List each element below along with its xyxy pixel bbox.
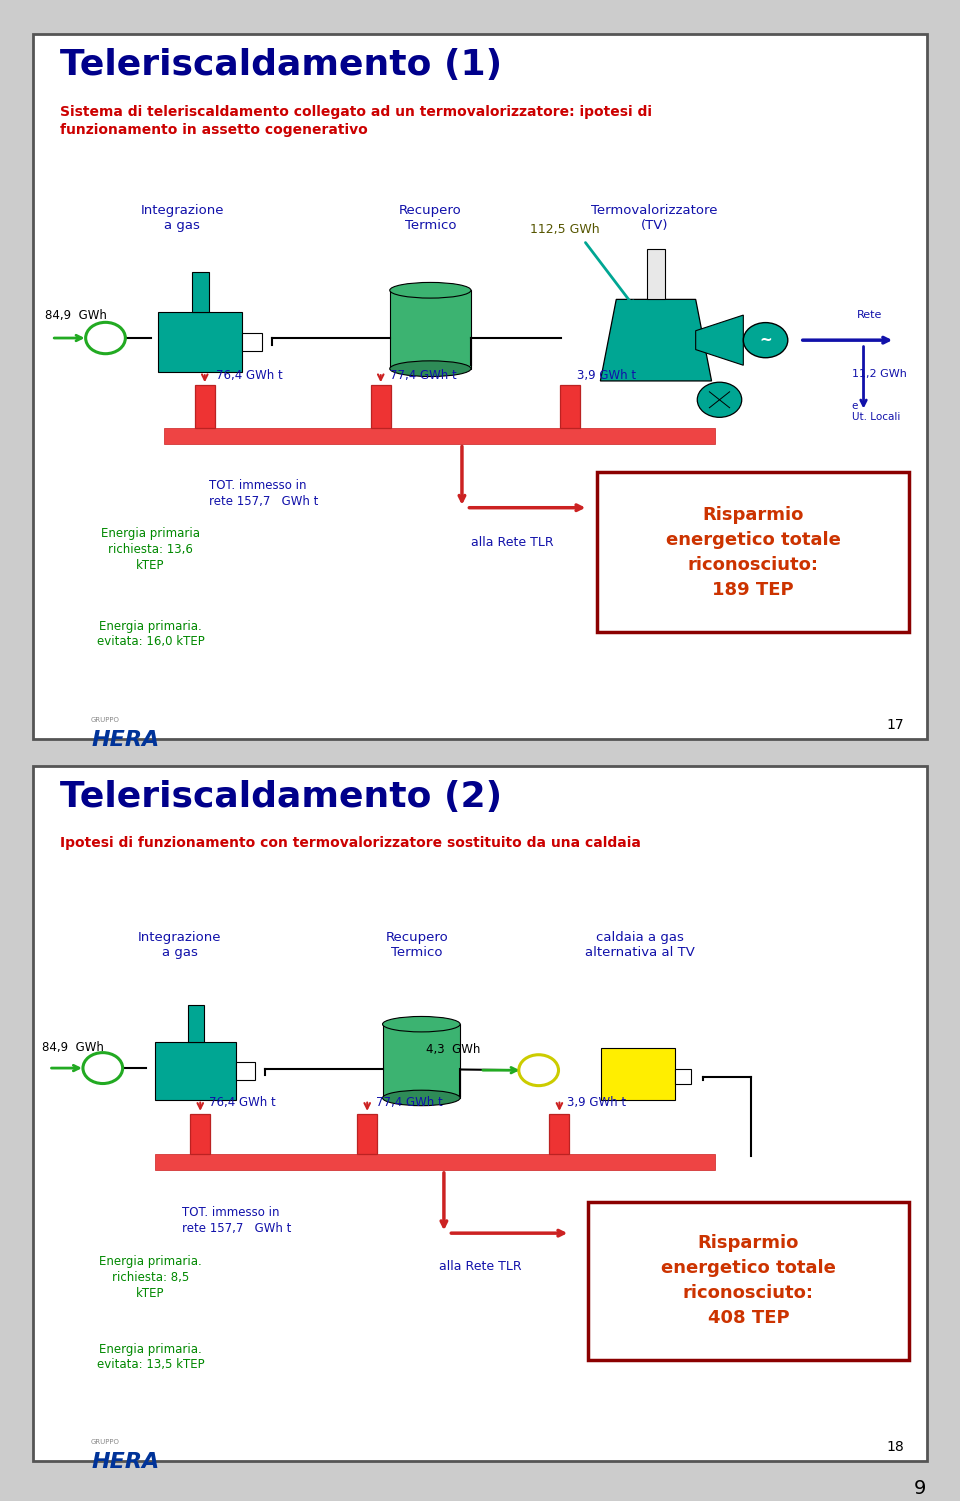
Text: caldaia a gas
alternativa al TV: caldaia a gas alternativa al TV bbox=[585, 931, 695, 959]
Text: GRUPPO: GRUPPO bbox=[91, 717, 120, 723]
FancyBboxPatch shape bbox=[58, 722, 86, 728]
FancyBboxPatch shape bbox=[34, 766, 926, 1462]
Ellipse shape bbox=[390, 360, 471, 377]
FancyBboxPatch shape bbox=[92, 907, 268, 983]
Text: TOT. immesso in
rete 157,7   GWh t: TOT. immesso in rete 157,7 GWh t bbox=[182, 1205, 292, 1235]
Circle shape bbox=[697, 383, 742, 417]
FancyBboxPatch shape bbox=[92, 176, 273, 258]
Text: 77,4 GWh t: 77,4 GWh t bbox=[376, 1096, 443, 1109]
Text: Energia primaria
richiesta: 13,6
kTEP: Energia primaria richiesta: 13,6 kTEP bbox=[101, 527, 200, 572]
Text: 84,9  GWh: 84,9 GWh bbox=[42, 1042, 105, 1054]
Text: 18: 18 bbox=[886, 1441, 904, 1454]
Text: Energia primaria.
richiesta: 8,5
kTEP: Energia primaria. richiesta: 8,5 kTEP bbox=[99, 1255, 202, 1300]
Text: 3,9 GWh t: 3,9 GWh t bbox=[566, 1096, 626, 1109]
FancyBboxPatch shape bbox=[58, 1439, 86, 1444]
Text: alla Rete TLR: alla Rete TLR bbox=[471, 536, 554, 549]
FancyBboxPatch shape bbox=[345, 176, 516, 258]
Polygon shape bbox=[696, 315, 743, 365]
FancyBboxPatch shape bbox=[357, 1114, 377, 1154]
Text: Risparmio
energetico totale
riconosciuto:
189 TEP: Risparmio energetico totale riconosciuto… bbox=[665, 506, 840, 599]
FancyBboxPatch shape bbox=[561, 386, 580, 428]
Text: 3,9 GWh t: 3,9 GWh t bbox=[578, 369, 636, 381]
Text: Rete: Rete bbox=[857, 311, 882, 320]
Circle shape bbox=[83, 1052, 123, 1084]
Text: Termovalorizzatore
(TV): Termovalorizzatore (TV) bbox=[591, 204, 717, 231]
FancyBboxPatch shape bbox=[56, 1324, 246, 1391]
FancyBboxPatch shape bbox=[158, 312, 243, 372]
FancyBboxPatch shape bbox=[390, 290, 471, 369]
Text: Energia primaria.
evitata: 13,5 kTEP: Energia primaria. evitata: 13,5 kTEP bbox=[97, 1343, 204, 1372]
FancyBboxPatch shape bbox=[675, 1069, 691, 1084]
Circle shape bbox=[518, 1055, 559, 1085]
FancyBboxPatch shape bbox=[56, 600, 246, 668]
Text: Integrazione
a gas: Integrazione a gas bbox=[140, 204, 224, 231]
FancyBboxPatch shape bbox=[58, 1435, 86, 1439]
FancyBboxPatch shape bbox=[156, 1042, 236, 1100]
FancyBboxPatch shape bbox=[543, 907, 737, 983]
Text: Recupero
Termico: Recupero Termico bbox=[399, 204, 462, 231]
FancyBboxPatch shape bbox=[192, 272, 208, 312]
Polygon shape bbox=[631, 1013, 645, 1048]
Text: Ipotesi di funzionamento con termovalorizzatore sostituito da una caldaia: Ipotesi di funzionamento con termovalori… bbox=[60, 836, 641, 850]
Ellipse shape bbox=[390, 282, 471, 299]
Text: 112,5 GWh: 112,5 GWh bbox=[530, 224, 599, 236]
FancyBboxPatch shape bbox=[187, 1004, 204, 1042]
FancyBboxPatch shape bbox=[243, 333, 262, 351]
FancyBboxPatch shape bbox=[56, 1240, 246, 1313]
Text: 17: 17 bbox=[886, 719, 904, 732]
FancyBboxPatch shape bbox=[190, 1114, 210, 1154]
Text: 76,4 GWh t: 76,4 GWh t bbox=[216, 369, 282, 381]
FancyBboxPatch shape bbox=[58, 717, 86, 722]
FancyBboxPatch shape bbox=[164, 428, 714, 444]
Text: Energia primaria.
evitata: 16,0 kTEP: Energia primaria. evitata: 16,0 kTEP bbox=[97, 620, 204, 648]
Text: 9: 9 bbox=[914, 1478, 926, 1498]
Text: 77,4 GWh t: 77,4 GWh t bbox=[390, 369, 457, 381]
Text: 84,9  GWh: 84,9 GWh bbox=[45, 309, 107, 323]
Text: Teleriscaldamento (1): Teleriscaldamento (1) bbox=[60, 48, 502, 83]
FancyBboxPatch shape bbox=[371, 386, 391, 428]
FancyBboxPatch shape bbox=[58, 1444, 86, 1450]
Ellipse shape bbox=[382, 1090, 460, 1106]
FancyBboxPatch shape bbox=[34, 33, 926, 740]
Text: HERA: HERA bbox=[91, 729, 159, 750]
Text: 4,3  GWh: 4,3 GWh bbox=[426, 1043, 480, 1057]
FancyBboxPatch shape bbox=[58, 713, 86, 717]
Text: TOT. immesso in
rete 157,7   GWh t: TOT. immesso in rete 157,7 GWh t bbox=[209, 479, 319, 507]
Text: 11,2 GWh: 11,2 GWh bbox=[852, 369, 906, 378]
Text: ~: ~ bbox=[759, 333, 772, 348]
FancyBboxPatch shape bbox=[549, 1114, 569, 1154]
Text: Recupero
Termico: Recupero Termico bbox=[386, 931, 448, 959]
FancyBboxPatch shape bbox=[236, 1063, 255, 1079]
FancyBboxPatch shape bbox=[56, 512, 246, 585]
FancyBboxPatch shape bbox=[647, 249, 664, 299]
Circle shape bbox=[85, 323, 126, 354]
Text: Teleriscaldamento (2): Teleriscaldamento (2) bbox=[60, 781, 502, 814]
Text: GRUPPO: GRUPPO bbox=[91, 1439, 120, 1445]
FancyBboxPatch shape bbox=[195, 386, 215, 428]
Text: alla Rete TLR: alla Rete TLR bbox=[440, 1259, 522, 1273]
Text: Risparmio
energetico totale
riconosciuto:
408 TEP: Risparmio energetico totale riconosciuto… bbox=[661, 1234, 836, 1327]
Text: HERA: HERA bbox=[91, 1451, 159, 1472]
Text: 76,4 GWh t: 76,4 GWh t bbox=[209, 1096, 276, 1109]
FancyBboxPatch shape bbox=[336, 907, 498, 983]
Polygon shape bbox=[600, 299, 711, 381]
FancyBboxPatch shape bbox=[588, 1201, 908, 1360]
FancyBboxPatch shape bbox=[601, 1048, 675, 1100]
FancyBboxPatch shape bbox=[534, 176, 774, 258]
Text: Sistema di teleriscaldamento collegato ad un termovalorizzatore: ipotesi di
funz: Sistema di teleriscaldamento collegato a… bbox=[60, 105, 653, 137]
FancyBboxPatch shape bbox=[597, 471, 908, 632]
Text: Integrazione
a gas: Integrazione a gas bbox=[137, 931, 221, 959]
Ellipse shape bbox=[382, 1016, 460, 1031]
FancyBboxPatch shape bbox=[156, 1154, 714, 1169]
FancyBboxPatch shape bbox=[382, 1024, 460, 1097]
Circle shape bbox=[743, 323, 788, 357]
Text: e
Ut. Locali: e Ut. Locali bbox=[852, 401, 900, 422]
